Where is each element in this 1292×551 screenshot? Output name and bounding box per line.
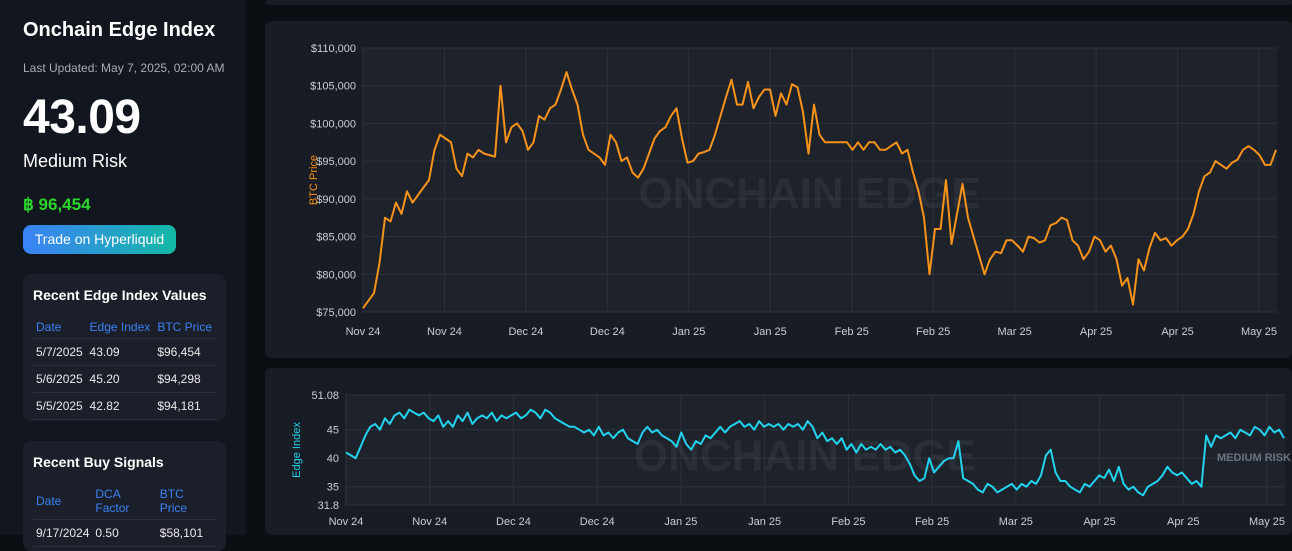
series-line	[362, 71, 1277, 309]
x-tick-label: Dec 24	[496, 516, 531, 528]
plot-area	[362, 48, 1277, 312]
btc-price-chart: $75,000 $80,000 $85,000 $90,000 $95,000 $100,…	[308, 43, 1277, 338]
column-header-btc-price: BTC Price	[156, 483, 216, 520]
x-tick-label: Apr 25	[1083, 516, 1115, 528]
column-header-edge-index: Edge Index	[86, 316, 155, 339]
x-tick-label: Mar 25	[998, 326, 1032, 338]
x-tick-label: Jan 25	[748, 516, 781, 528]
y-axis-label: BTC Price	[308, 155, 320, 205]
recent-buy-signals-title: Recent Buy Signals	[33, 454, 164, 470]
y-tick-label: 31.8	[318, 500, 339, 512]
x-tick-label: May 25	[1249, 516, 1285, 528]
table-row: 9/17/2024 0.50 $58,101	[33, 519, 216, 547]
x-tick-label: Jan 25	[664, 516, 697, 528]
watermark-text: ONCHAIN EDGE	[638, 169, 980, 218]
column-header-btc-price: BTC Price	[154, 316, 216, 339]
x-tick-label: Nov 24	[346, 326, 381, 338]
row-btc-price: $94,298	[154, 365, 216, 393]
x-tick-label: Dec 24	[580, 516, 615, 528]
column-header-date: Date	[33, 316, 87, 339]
row-date: 5/5/2025	[33, 392, 87, 420]
y-tick-label: $110,000	[311, 43, 356, 55]
top-panel-edge	[265, 0, 1292, 5]
y-tick-label: $85,000	[316, 232, 356, 244]
y-tick-label: 35	[327, 482, 339, 494]
watermark-text: ONCHAIN EDGE	[634, 432, 976, 481]
table-row: 5/5/2025 42.82 $94,181	[33, 392, 216, 420]
row-dca-factor: 0.50	[92, 519, 157, 547]
y-tick-label: $80,000	[316, 269, 356, 281]
app-title: Onchain Edge Index	[23, 19, 216, 41]
sidebar: Onchain Edge Index Last Updated: May 7, …	[0, 0, 246, 551]
risk-level-label: Medium Risk	[23, 151, 128, 171]
x-tick-label: Nov 24	[427, 326, 462, 338]
table-header-row: Date Edge Index BTC Price	[33, 316, 216, 339]
x-tick-label: May 25	[1241, 326, 1277, 338]
x-tick-label: Feb 25	[835, 326, 869, 338]
x-tick-label: Feb 25	[831, 516, 865, 528]
row-btc-price: $94,181	[154, 392, 216, 420]
table-row: 5/7/2025 43.09 $96,454	[33, 338, 216, 366]
recent-edge-index-table: Date Edge Index BTC Price 5/7/2025 43.09…	[33, 316, 216, 420]
row-date: 5/6/2025	[33, 365, 87, 393]
x-tick-label: Jan 25	[672, 326, 705, 338]
x-tick-label: Apr 25	[1080, 326, 1112, 338]
risk-annotation: MEDIUM RISK	[1217, 452, 1291, 464]
column-header-dca-factor: DCA Factor	[92, 483, 157, 520]
row-btc-price: $58,101	[156, 519, 216, 547]
x-tick-label: Apr 25	[1161, 326, 1193, 338]
row-btc-price: $96,454	[154, 338, 216, 366]
x-tick-label: Nov 24	[412, 516, 447, 528]
btc-price-chart-panel: $75,000 $80,000 $85,000 $90,000 $95,000 $100,…	[265, 21, 1292, 358]
y-tick-label: 40	[327, 453, 339, 465]
y-tick-label: 51.08	[311, 390, 339, 402]
recent-buy-signals-table: Date DCA Factor BTC Price 9/17/2024 0.50…	[33, 483, 216, 547]
y-tick-label: $95,000	[316, 156, 356, 168]
row-date: 9/17/2024	[33, 519, 93, 547]
edge-index-chart: 31.8 35 40 45 51.08 Nov 24 Nov 24 Dec 24 Dec 24 J…	[291, 390, 1291, 528]
table-header-row: Date DCA Factor BTC Price	[33, 483, 216, 520]
row-edge-index: 45.20	[86, 365, 155, 393]
x-tick-label: Feb 25	[915, 516, 949, 528]
y-tick-label: $100,000	[310, 118, 356, 130]
recent-edge-index-title: Recent Edge Index Values	[33, 287, 207, 303]
x-tick-label: Dec 24	[590, 326, 625, 338]
y-tick-label: $75,000	[316, 307, 356, 319]
x-tick-label: Feb 25	[916, 326, 950, 338]
x-tick-label: Mar 25	[999, 516, 1033, 528]
y-tick-label: $105,000	[310, 81, 356, 93]
x-tick-label: Dec 24	[508, 326, 543, 338]
x-tick-label: Nov 24	[329, 516, 364, 528]
row-date: 5/7/2025	[33, 338, 87, 366]
trade-on-hyperliquid-button[interactable]: Trade on Hyperliquid	[23, 225, 176, 254]
x-tick-label: Jan 25	[754, 326, 787, 338]
y-axis-label: Edge Index	[291, 422, 303, 478]
row-edge-index: 43.09	[86, 338, 155, 366]
column-header-date: Date	[33, 483, 93, 520]
x-tick-label: Apr 25	[1167, 516, 1199, 528]
series-line	[345, 408, 1285, 497]
edge-index-chart-panel: 31.8 35 40 45 51.08 Nov 24 Nov 24 Dec 24 Dec 24 J…	[265, 368, 1292, 535]
edge-index-value: 43.09	[23, 91, 141, 144]
row-edge-index: 42.82	[86, 392, 155, 420]
recent-edge-index-card: Recent Edge Index Values Date Edge Index…	[23, 274, 226, 421]
last-updated-text: Last Updated: May 7, 2025, 02:00 AM	[23, 61, 225, 75]
btc-price-value: ฿ 96,454	[23, 195, 91, 214]
y-tick-label: 45	[327, 425, 339, 437]
y-tick-label: $90,000	[316, 194, 356, 206]
table-row: 5/6/2025 45.20 $94,298	[33, 365, 216, 393]
